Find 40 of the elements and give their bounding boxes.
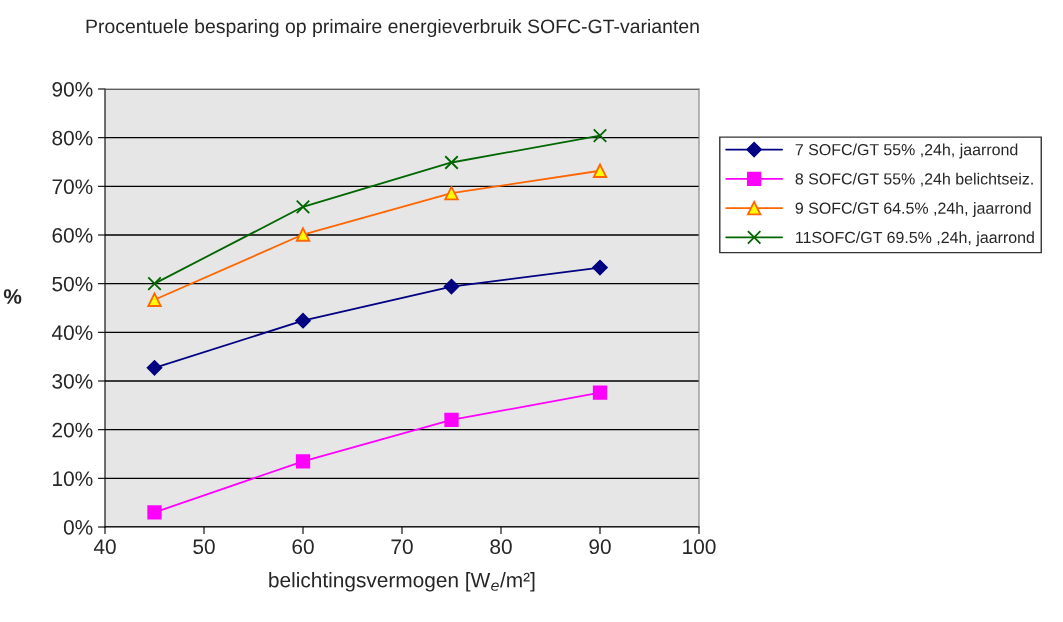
point [146, 360, 163, 376]
point [295, 312, 311, 329]
x-tick-label: 40 [93, 539, 116, 555]
point [592, 385, 608, 400]
y-tick-label: 50% [52, 276, 93, 292]
y-tick-label: 0% [63, 520, 93, 535]
legend-label: 8 SOFC/GT 55% ,24h belichtseiz. [795, 172, 1033, 187]
x-tick-label: 50 [193, 539, 215, 555]
y-tick-label: 30% [52, 374, 93, 389]
point [444, 155, 459, 170]
point [295, 227, 311, 242]
point [147, 276, 162, 291]
y-tick-label: 20% [52, 422, 93, 438]
point [592, 163, 608, 178]
y-tick-label: 70% [52, 179, 93, 195]
x-tick-label: 70 [391, 539, 413, 555]
y-tick-label: 40% [51, 325, 93, 341]
legend-label: 9 SOFC/GT 64.5% ,24h, jaarrond [795, 202, 1031, 217]
point [295, 454, 311, 469]
y-tick-label: 80% [52, 130, 93, 146]
point [147, 292, 162, 307]
x-axis-title: belichtingsvermogen [W$_{e}$/m²] [269, 572, 535, 592]
x-tick-label: 90 [589, 539, 611, 555]
legend-label: 11SOFC/GT 69.5% ,24h, jaarrond [796, 231, 1034, 247]
y-tick-label: 60% [52, 228, 93, 243]
x-tick-label: 100 [683, 539, 716, 555]
chart-title: Procentuele besparing op primaire energieverbruik SOFC-GT-varianten [86, 18, 699, 38]
x-tick-label: 80 [490, 539, 512, 555]
legend-label: 7 SOFC/GT 55% ,24h, jaarrond [795, 143, 1018, 159]
point [444, 412, 459, 428]
y-tick-label: 10% [53, 471, 93, 487]
y-tick-label: 90% [52, 82, 93, 97]
point [443, 278, 460, 295]
y-axis-title: % [3, 289, 22, 304]
point [592, 259, 608, 276]
point [295, 199, 311, 214]
point [592, 128, 608, 143]
x-tick-label: 60 [292, 539, 314, 555]
point [444, 185, 459, 201]
point [147, 505, 162, 520]
